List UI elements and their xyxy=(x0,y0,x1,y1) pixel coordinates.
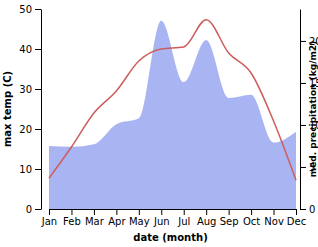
tick: Feb xyxy=(63,209,81,227)
tick-label: 30 xyxy=(19,84,32,95)
tick-mark xyxy=(274,209,275,215)
tick-label: Apr xyxy=(108,216,126,227)
tick-mark xyxy=(116,209,117,215)
tick-mark xyxy=(35,89,41,90)
tick-mark xyxy=(49,209,50,215)
temp-line xyxy=(49,20,296,180)
axis-line xyxy=(50,209,297,210)
tick-label: Aug xyxy=(197,216,217,227)
tick-label: 50 xyxy=(19,4,32,15)
tick: Mar xyxy=(85,209,105,227)
tick-label: May xyxy=(129,216,150,227)
tick-mark xyxy=(35,9,41,10)
tick-label: Oct xyxy=(243,216,260,227)
y-axis: 0 10 20 30 40 50 xyxy=(19,4,41,215)
tick-mark xyxy=(251,209,252,215)
tick-mark xyxy=(161,209,162,215)
tick-label: Jun xyxy=(153,216,170,227)
axis-line xyxy=(41,10,42,210)
tick-mark xyxy=(35,169,41,170)
tick: Oct xyxy=(243,209,260,227)
tick-label: 0 xyxy=(309,204,315,215)
tick-mark xyxy=(300,209,306,210)
y-axis-title: max temp (C) xyxy=(2,71,13,147)
tick-mark xyxy=(35,49,41,50)
tick-label: Jan xyxy=(41,216,57,227)
y2-axis: 05101520 xyxy=(300,10,318,215)
tick: 20 xyxy=(19,124,41,135)
axis-line xyxy=(300,10,301,210)
tick-mark xyxy=(206,209,207,215)
tick: Apr xyxy=(108,209,126,227)
tick-mark xyxy=(139,209,140,215)
tick: 40 xyxy=(19,44,41,55)
tick-mark xyxy=(71,209,72,215)
tick: 30 xyxy=(19,84,41,95)
tick-label: Feb xyxy=(63,216,81,227)
tick: Sep xyxy=(220,209,239,227)
chart: JanFebMarAprMayJunJulAugSepOctNovDec0102… xyxy=(0,0,318,247)
tick-mark xyxy=(300,167,306,168)
x-axis: Jan Feb MarAprMayJun Jul AugSep Oct NovDec xyxy=(41,209,306,227)
tick: Dec xyxy=(287,209,306,227)
plot: JanFebMarAprMayJunJulAugSepOctNovDec0102… xyxy=(19,4,318,227)
tick: 50 xyxy=(19,4,41,15)
tick-label: Nov xyxy=(264,216,284,227)
precipitation-area xyxy=(49,21,296,209)
tick-mark xyxy=(300,125,306,126)
y2-axis-title: med. precipitation (kg/m2) xyxy=(308,41,318,177)
tick: 0 xyxy=(26,204,41,215)
tick: Jan xyxy=(41,209,57,227)
tick-mark xyxy=(296,209,297,215)
tick-mark xyxy=(35,209,41,210)
tick: 10 xyxy=(19,164,41,175)
tick-mark xyxy=(35,129,41,130)
tick-mark xyxy=(94,209,95,215)
tick: Jun xyxy=(153,209,170,227)
tick-label: Dec xyxy=(287,216,306,227)
tick: Jul xyxy=(177,209,190,227)
tick-label: 10 xyxy=(19,164,32,175)
tick: May xyxy=(129,209,150,227)
tick-mark xyxy=(229,209,230,215)
tick: 0 xyxy=(300,204,315,215)
tick: Nov xyxy=(264,209,284,227)
tick-mark xyxy=(300,83,306,84)
marks xyxy=(49,20,296,209)
tick-label: Sep xyxy=(220,216,239,227)
tick: Aug xyxy=(197,209,217,227)
tick-label: Jul xyxy=(177,216,190,227)
tick-label: Mar xyxy=(85,216,105,227)
tick-mark xyxy=(300,41,306,42)
tick-label: 40 xyxy=(19,44,32,55)
tick-label: 0 xyxy=(26,204,32,215)
tick-mark xyxy=(184,209,185,215)
x-axis-title: date (month) xyxy=(133,232,207,243)
tick-label: 20 xyxy=(19,124,32,135)
